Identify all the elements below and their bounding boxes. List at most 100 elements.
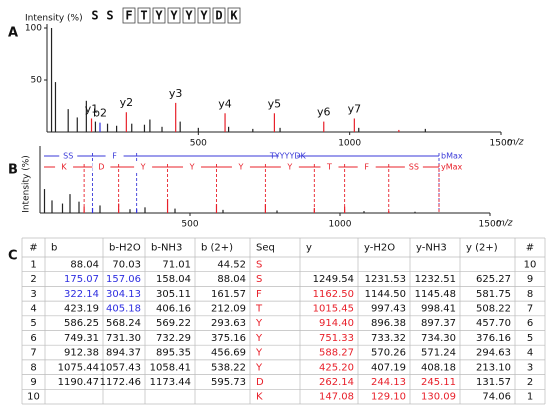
ladder-label-bg xyxy=(441,152,459,160)
panel-label: A xyxy=(8,26,18,41)
table-cell: F xyxy=(256,289,262,300)
table-cell: 731.30 xyxy=(106,333,141,344)
table-header: # xyxy=(29,243,37,254)
residue: F xyxy=(125,9,132,23)
table-cell: 912.38 xyxy=(64,348,99,359)
x-tick-label: 1500 xyxy=(490,139,513,149)
peak-label: y4 xyxy=(218,97,232,110)
table-cell: 896.38 xyxy=(371,318,406,329)
y-tick-label: 100 xyxy=(25,24,42,34)
table-cell: 1058.41 xyxy=(150,362,191,373)
x-axis-label: m/z xyxy=(496,219,513,229)
ladder-label-bg xyxy=(134,163,153,171)
table-cell: 305.11 xyxy=(156,289,191,300)
table-header: b-NH3 xyxy=(151,243,182,254)
table-cell: 625.27 xyxy=(476,274,511,285)
residue-box xyxy=(197,7,211,24)
ladder-label: D xyxy=(98,163,104,172)
table-cell: 406.16 xyxy=(156,303,191,314)
table-cell: 595.73 xyxy=(211,377,246,388)
table-cell: 1015.45 xyxy=(313,303,354,314)
ladder-label: SS xyxy=(409,163,419,172)
table-cell: 1145.48 xyxy=(415,289,456,300)
ladder-label: Y xyxy=(140,163,146,172)
ladder-label-bg xyxy=(357,163,376,171)
table-cell: 457.70 xyxy=(476,318,511,329)
table-cell: 1075.44 xyxy=(58,362,99,373)
residue-box xyxy=(227,7,241,24)
peak-label: y3 xyxy=(169,87,183,100)
table-cell: S xyxy=(256,274,262,285)
table-cell: 3 xyxy=(527,362,533,373)
residue-box xyxy=(137,7,151,24)
table-cell: 508.22 xyxy=(476,303,511,314)
table-cell: S xyxy=(256,259,262,270)
table-cell: 157.06 xyxy=(106,274,141,285)
table-cell: 9 xyxy=(527,274,533,285)
ladder-label-bg xyxy=(231,163,250,171)
table-cell: 1249.54 xyxy=(313,274,354,285)
residue: Y xyxy=(200,9,208,23)
residue: D xyxy=(215,9,222,23)
table-cell: 1057.43 xyxy=(100,362,141,373)
table-cell: 997.43 xyxy=(371,303,406,314)
table-cell: 1232.51 xyxy=(415,274,456,285)
panel-label: B xyxy=(8,163,18,178)
table-cell: 407.19 xyxy=(371,362,406,373)
ladder-label-bg xyxy=(278,152,297,160)
x-tick-label: 1000 xyxy=(338,139,361,149)
y-axis-label: Intensity (%) xyxy=(25,14,83,24)
x-tick-label: 1000 xyxy=(329,220,352,230)
table-cell: 88.04 xyxy=(70,259,99,270)
peak-label: y2 xyxy=(120,96,134,109)
ladder-label-bg xyxy=(92,163,111,171)
table-cell: 129.10 xyxy=(371,392,406,403)
table-cell: 375.16 xyxy=(211,333,246,344)
ladder-label-bg xyxy=(105,152,124,160)
table-cell: 733.32 xyxy=(371,333,406,344)
table-header: b xyxy=(51,243,57,254)
table-cell: 2 xyxy=(527,377,533,388)
table-cell: 10 xyxy=(524,259,537,270)
table-cell: 376.16 xyxy=(476,333,511,344)
table-cell: 6 xyxy=(527,318,533,329)
table-cell: 5 xyxy=(527,333,533,344)
ladder-label: SS xyxy=(63,152,73,161)
table-cell: 131.57 xyxy=(476,377,511,388)
peak-label: b2 xyxy=(93,107,107,120)
table-header: b (2+) xyxy=(201,243,233,254)
residue-box xyxy=(182,7,196,24)
table-header: y xyxy=(306,243,312,254)
table-cell: 581.75 xyxy=(476,289,511,300)
table-cell: 425.20 xyxy=(319,362,354,373)
ladder-label: F xyxy=(112,152,117,161)
table-cell: 4 xyxy=(527,348,533,359)
table-cell: 538.22 xyxy=(211,362,246,373)
table-cell: 998.41 xyxy=(421,303,456,314)
table-cell: Y xyxy=(255,318,263,329)
ladder-label-bg xyxy=(55,163,74,171)
table-header: y-H2O xyxy=(364,243,395,254)
ladder-label-bg xyxy=(280,163,299,171)
table-cell: 158.04 xyxy=(156,274,191,285)
x-tick-label: 1500 xyxy=(479,220,502,230)
table-cell: 71.01 xyxy=(162,259,191,270)
table-cell: 570.26 xyxy=(371,348,406,359)
x-tick-label: 500 xyxy=(181,220,198,230)
residue: T xyxy=(140,9,147,23)
peak-label: y7 xyxy=(348,102,362,115)
ladder-label: F xyxy=(364,163,369,172)
y-axis-label: Intensity (%) xyxy=(22,155,32,213)
table-cell: 914.40 xyxy=(319,318,354,329)
table-cell: 1172.46 xyxy=(100,377,141,388)
table-cell: D xyxy=(256,377,264,388)
table-cell: 588.27 xyxy=(319,348,354,359)
table-cell: 1190.47 xyxy=(58,377,99,388)
table-cell: 568.24 xyxy=(106,318,141,329)
ladder-label: TYYYYDK xyxy=(269,152,307,161)
table-header: # xyxy=(526,243,534,254)
table-cell: Y xyxy=(255,348,263,359)
ladder-label-bg xyxy=(404,163,423,171)
